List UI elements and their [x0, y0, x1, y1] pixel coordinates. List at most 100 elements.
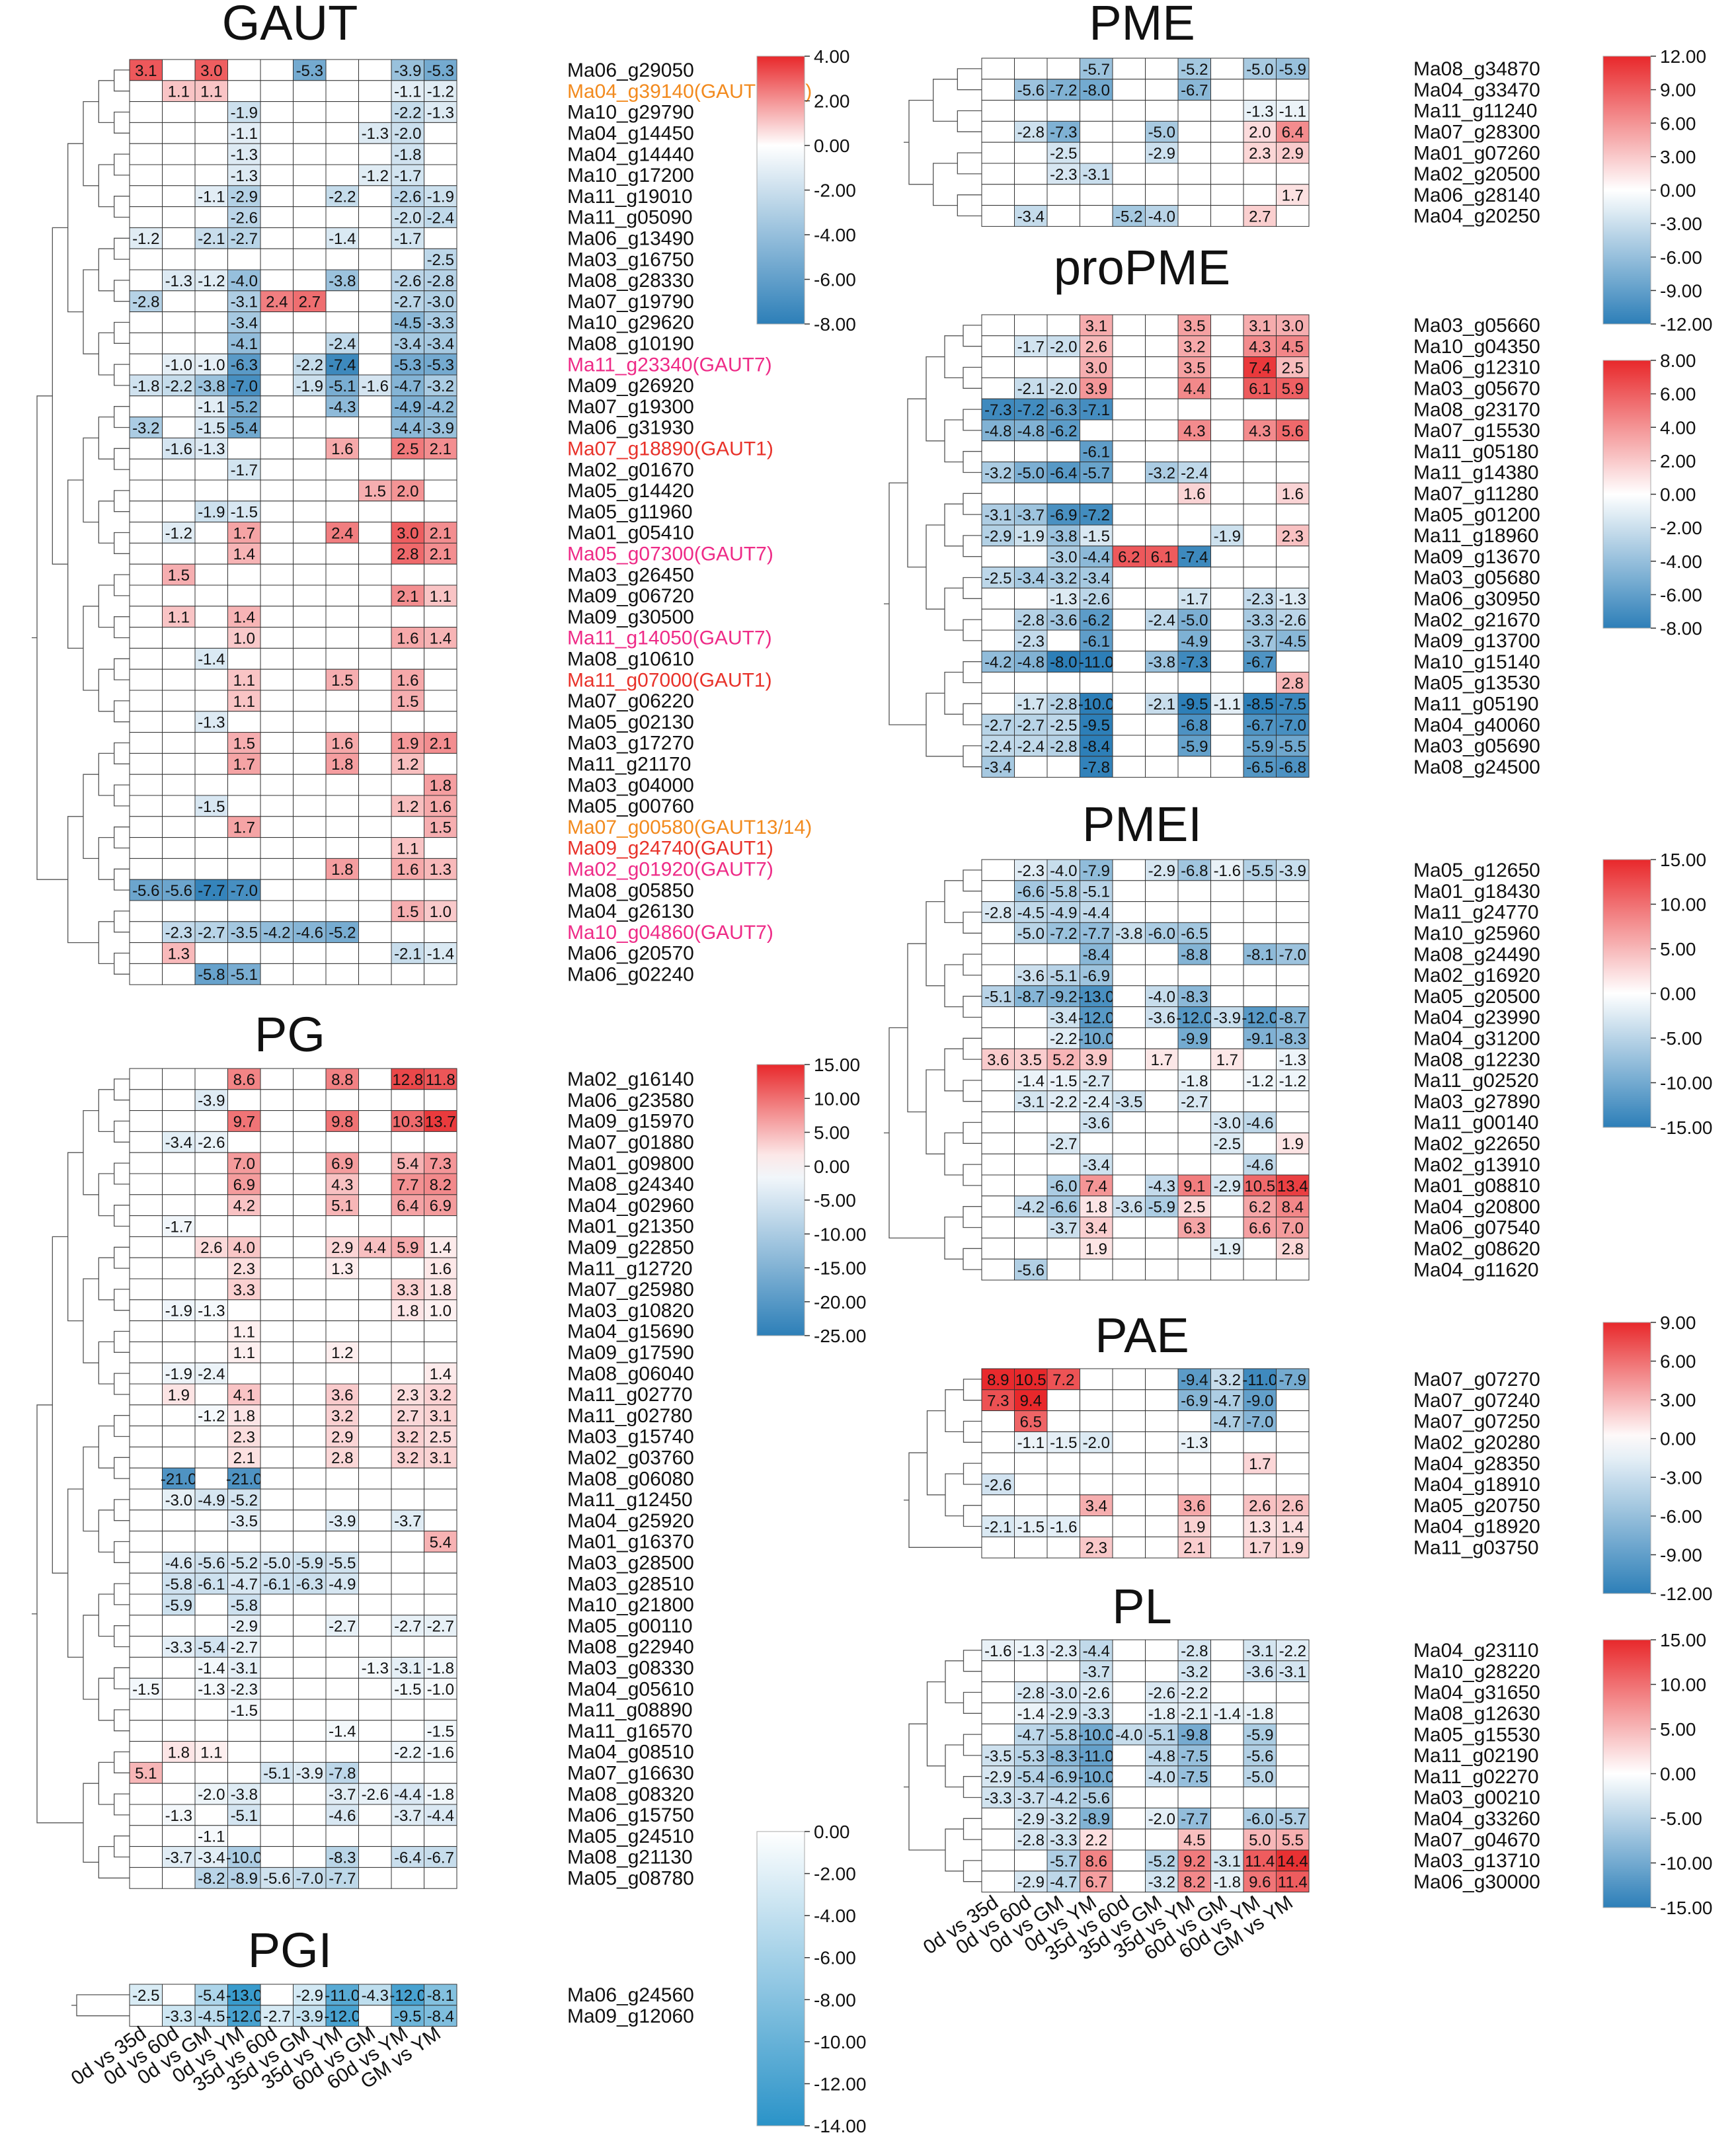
dendrogram-branch: [963, 1463, 982, 1485]
row-label: Ma03_g13710: [1413, 1850, 1540, 1872]
dendrogram-branch: [114, 321, 130, 344]
cell-value: -5.3: [394, 356, 421, 374]
cell-value: 1.4: [430, 629, 452, 647]
heatmap-cell: [1177, 314, 1211, 337]
cell-value: -3.5: [984, 1748, 1011, 1765]
cell-value: 1.5: [397, 903, 418, 921]
heatmap-cell: [1210, 1431, 1244, 1453]
heatmap-cell: [325, 585, 359, 607]
heatmap-cell: [194, 963, 228, 985]
heatmap-cell: [1276, 440, 1310, 463]
dendrogram-branch: [98, 1425, 114, 1469]
heatmap-cell: [293, 143, 327, 165]
heatmap-cell: [325, 837, 359, 859]
cell-value: 6.1: [1151, 549, 1173, 567]
cell-value: -5.9: [165, 1597, 192, 1615]
heatmap-cell: [1145, 1807, 1179, 1830]
heatmap-cell: [1276, 651, 1310, 673]
cell-value: -2.0: [1083, 1434, 1110, 1452]
heatmap-cell: [1046, 651, 1080, 673]
cell-value: -3.1: [394, 1660, 421, 1677]
heatmap-cell: [424, 1699, 457, 1721]
cell-value: -3.2: [1214, 1371, 1241, 1389]
cell-value: 5.6: [1282, 423, 1304, 440]
cell-value: -6.9: [1050, 506, 1077, 524]
cell-value: -2.7: [198, 924, 225, 942]
dendrogram-branch: [98, 1593, 114, 1637]
cell-value: 1.4: [233, 545, 255, 563]
dendrogram-branch: [114, 1541, 130, 1563]
heatmap-cell: [325, 332, 359, 354]
cell-value: -5.2: [231, 399, 258, 417]
heatmap-cell: [194, 501, 228, 523]
heatmap-cell: [162, 164, 196, 186]
heatmap-cell: [1145, 1473, 1179, 1496]
dendrogram-branch: [114, 1415, 130, 1437]
dendrogram-branch: [114, 1625, 130, 1648]
heatmap-cell: [981, 120, 1015, 143]
legend-tick-label: -25.00: [814, 1326, 866, 1346]
heatmap-cell: [1145, 1702, 1179, 1724]
heatmap-cell: [325, 143, 359, 165]
cell-value: -6.0: [1050, 1178, 1077, 1195]
row-label: Ma03_g10820: [567, 1300, 694, 1322]
heatmap-cell: [358, 1804, 392, 1826]
heatmap-cell: [1210, 419, 1244, 442]
heatmap-cell: [981, 141, 1015, 164]
heatmap-cell: [981, 1048, 1015, 1070]
heatmap-cell: [391, 1341, 424, 1363]
heatmap-cell: [227, 269, 261, 292]
heatmap-cell: [1080, 100, 1113, 122]
dendrogram-branch: [114, 196, 130, 218]
heatmap-cell: [1046, 1410, 1080, 1432]
legend-tick-label: -2.00: [814, 181, 856, 201]
heatmap-cell: [1243, 1744, 1277, 1767]
cell-value: -5.0: [1017, 464, 1045, 482]
heatmap-cell: [293, 227, 327, 249]
row-label: Ma11_g12720: [567, 1258, 693, 1279]
heatmap-cell: [1276, 1027, 1310, 1049]
heatmap-cell: [260, 1867, 294, 1889]
row-label: Ma07_g01880: [567, 1131, 694, 1153]
cell-value: -8.1: [1246, 946, 1273, 964]
heatmap-cell: [391, 1846, 424, 1868]
cell-value: -2.7: [231, 230, 258, 248]
heatmap-cell: [424, 1152, 457, 1174]
heatmap-cell: [129, 290, 163, 313]
heatmap-cell: [424, 900, 457, 922]
heatmap-cell: [424, 479, 457, 502]
heatmap-cell: [1046, 1069, 1080, 1092]
cell-value: -3.2: [1148, 464, 1175, 482]
heatmap-cell: [1112, 1473, 1146, 1496]
dendrogram-branch: [944, 335, 963, 379]
heatmap-cell: [1080, 859, 1113, 881]
heatmap-cell: [260, 1194, 294, 1217]
heatmap-cell: [162, 1299, 196, 1322]
heatmap-cell: [129, 1215, 163, 1237]
heatmap-cell: [391, 143, 424, 165]
row-label: Ma07_g06220: [567, 690, 694, 712]
heatmap-cell: [194, 227, 228, 249]
heatmap-cell: [1177, 482, 1211, 504]
cell-value: -4.7: [1050, 1874, 1077, 1892]
heatmap-cell: [1177, 1871, 1211, 1893]
heatmap-cell: [1014, 1431, 1048, 1453]
heatmap-cell: [162, 1194, 196, 1217]
cell-value: -6.8: [1181, 717, 1208, 735]
heatmap-cell: [1112, 1849, 1146, 1872]
heatmap-cell: [1243, 482, 1277, 504]
cell-value: -4.6: [296, 924, 323, 942]
heatmap-cell: [1243, 335, 1277, 358]
heatmap-cell: [1177, 184, 1211, 206]
legend-tick-label: -8.00: [814, 314, 856, 335]
heatmap-cell: [129, 1593, 163, 1616]
heatmap-cell: [981, 503, 1015, 526]
heatmap-cell: [358, 668, 392, 691]
cell-value: -6.0: [1246, 1810, 1273, 1828]
heatmap-cell: [162, 1867, 196, 1889]
heatmap-cell: [162, 353, 196, 376]
heatmap-cell: [325, 1278, 359, 1301]
heatmap-cell: [194, 1488, 228, 1511]
cell-value: -1.8: [1181, 1072, 1208, 1090]
cell-value: -1.9: [231, 104, 258, 122]
